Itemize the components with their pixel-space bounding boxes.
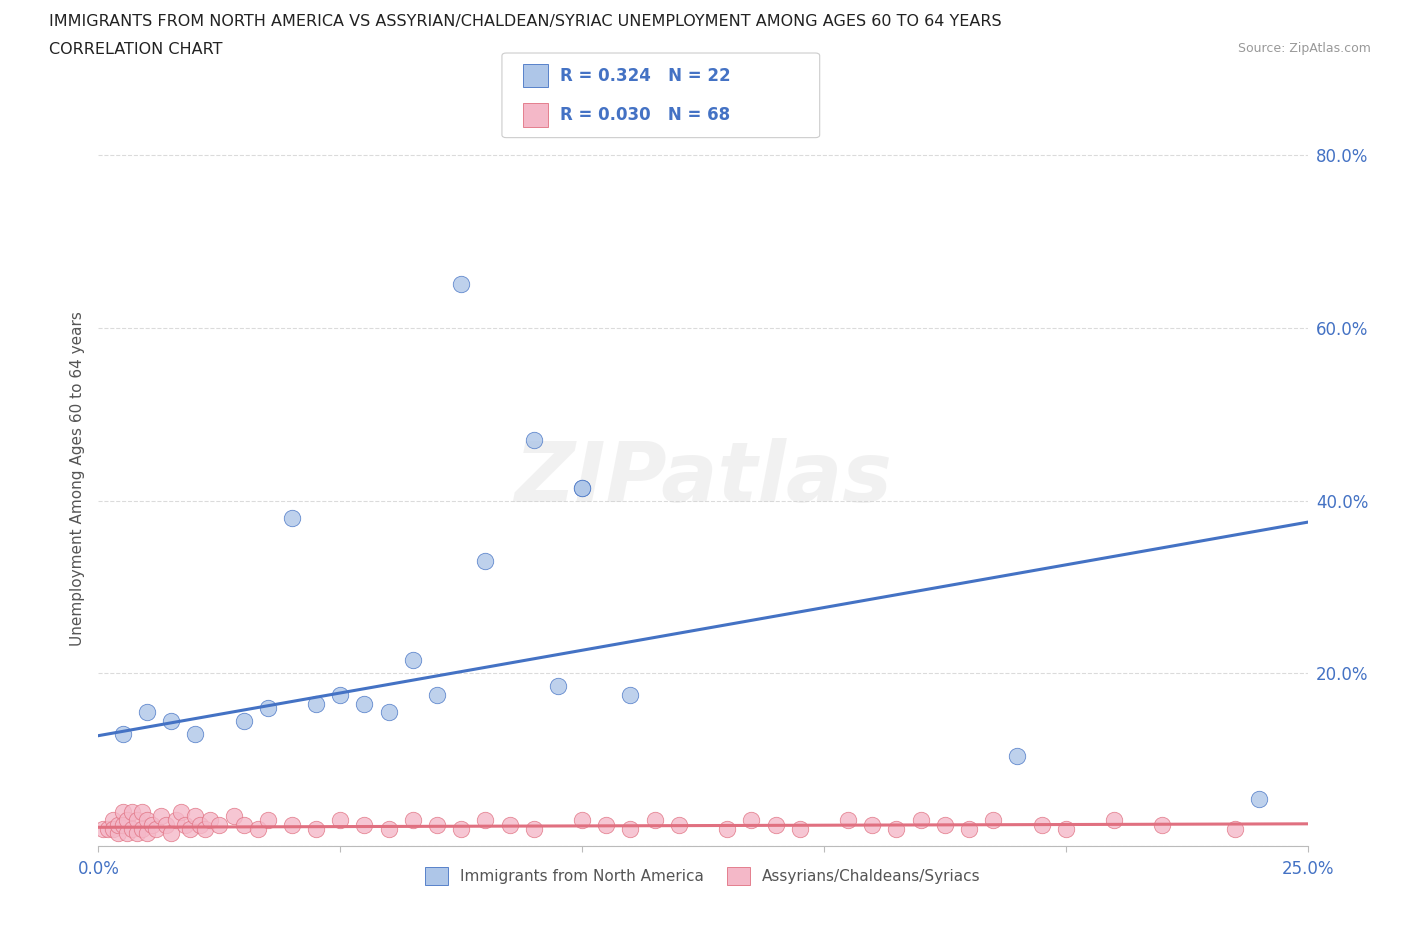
Point: [135, 705, 157, 720]
Point: [1223, 821, 1246, 836]
Point: [135, 826, 157, 841]
Point: [353, 697, 375, 711]
Point: [377, 705, 399, 720]
Point: [377, 821, 399, 836]
Point: [1249, 791, 1271, 806]
Point: [135, 813, 157, 828]
Point: [127, 813, 149, 828]
Point: [981, 813, 1004, 828]
Point: [765, 817, 787, 832]
Text: Source: ZipAtlas.com: Source: ZipAtlas.com: [1237, 42, 1371, 55]
Point: [117, 826, 139, 841]
Y-axis label: Unemployment Among Ages 60 to 64 years: Unemployment Among Ages 60 to 64 years: [69, 312, 84, 646]
Point: [571, 813, 593, 828]
Point: [256, 700, 278, 715]
Point: [957, 821, 980, 836]
Point: [305, 821, 328, 836]
Point: [716, 821, 738, 836]
Point: [305, 697, 328, 711]
Point: [160, 713, 183, 728]
Point: [1152, 817, 1174, 832]
Point: [91, 821, 114, 836]
Point: [179, 821, 201, 836]
Point: [547, 679, 569, 694]
Point: [571, 480, 593, 495]
Point: [111, 804, 134, 819]
Point: [281, 817, 304, 832]
Point: [194, 821, 217, 836]
Point: [644, 813, 666, 828]
Point: [1102, 813, 1125, 828]
Point: [117, 813, 139, 828]
Point: [1007, 748, 1029, 763]
Point: [150, 808, 173, 823]
Point: [97, 821, 120, 836]
Point: [450, 821, 472, 836]
Point: [619, 687, 641, 702]
Point: [222, 808, 245, 823]
Point: [198, 813, 221, 828]
Point: [934, 817, 956, 832]
Point: [789, 821, 811, 836]
Point: [329, 813, 352, 828]
Point: [1054, 821, 1077, 836]
Point: [247, 821, 270, 836]
Point: [145, 821, 167, 836]
Point: [127, 826, 149, 841]
Point: [1031, 817, 1053, 832]
Text: IMMIGRANTS FROM NORTH AMERICA VS ASSYRIAN/CHALDEAN/SYRIAC UNEMPLOYMENT AMONG AGE: IMMIGRANTS FROM NORTH AMERICA VS ASSYRIA…: [49, 14, 1002, 29]
Legend: Immigrants from North America, Assyrians/Chaldeans/Syriacs: Immigrants from North America, Assyrians…: [419, 860, 987, 892]
Point: [860, 817, 883, 832]
Point: [169, 804, 191, 819]
Point: [474, 813, 496, 828]
Point: [232, 713, 254, 728]
Point: [121, 804, 143, 819]
Point: [174, 817, 197, 832]
Point: [426, 817, 449, 832]
Point: [837, 813, 859, 828]
Point: [101, 813, 124, 828]
Point: [188, 817, 211, 832]
Point: [165, 813, 187, 828]
Point: [208, 817, 231, 832]
Point: [160, 826, 183, 841]
Point: [523, 821, 546, 836]
Point: [101, 821, 124, 836]
Point: [450, 277, 472, 292]
Point: [281, 511, 304, 525]
Point: [329, 687, 352, 702]
Point: [498, 817, 520, 832]
Point: [353, 817, 375, 832]
Point: [571, 480, 593, 495]
Point: [121, 821, 143, 836]
Text: CORRELATION CHART: CORRELATION CHART: [49, 42, 222, 57]
Point: [886, 821, 908, 836]
Point: [141, 817, 163, 832]
Point: [910, 813, 932, 828]
Point: [256, 813, 278, 828]
Text: R = 0.324   N = 22: R = 0.324 N = 22: [560, 67, 730, 85]
Point: [619, 821, 641, 836]
Point: [107, 817, 129, 832]
Point: [668, 817, 690, 832]
Point: [402, 653, 425, 668]
Point: [523, 432, 546, 447]
Point: [184, 726, 207, 741]
Point: [155, 817, 177, 832]
Point: [184, 808, 207, 823]
Point: [232, 817, 254, 832]
Point: [595, 817, 617, 832]
Point: [474, 553, 496, 568]
Point: [111, 817, 134, 832]
Point: [740, 813, 762, 828]
Point: [111, 726, 134, 741]
Point: [131, 804, 153, 819]
Point: [426, 687, 449, 702]
Text: R = 0.030   N = 68: R = 0.030 N = 68: [560, 106, 730, 124]
Point: [107, 826, 129, 841]
Point: [131, 821, 153, 836]
Text: ZIPatlas: ZIPatlas: [515, 438, 891, 520]
Point: [402, 813, 425, 828]
